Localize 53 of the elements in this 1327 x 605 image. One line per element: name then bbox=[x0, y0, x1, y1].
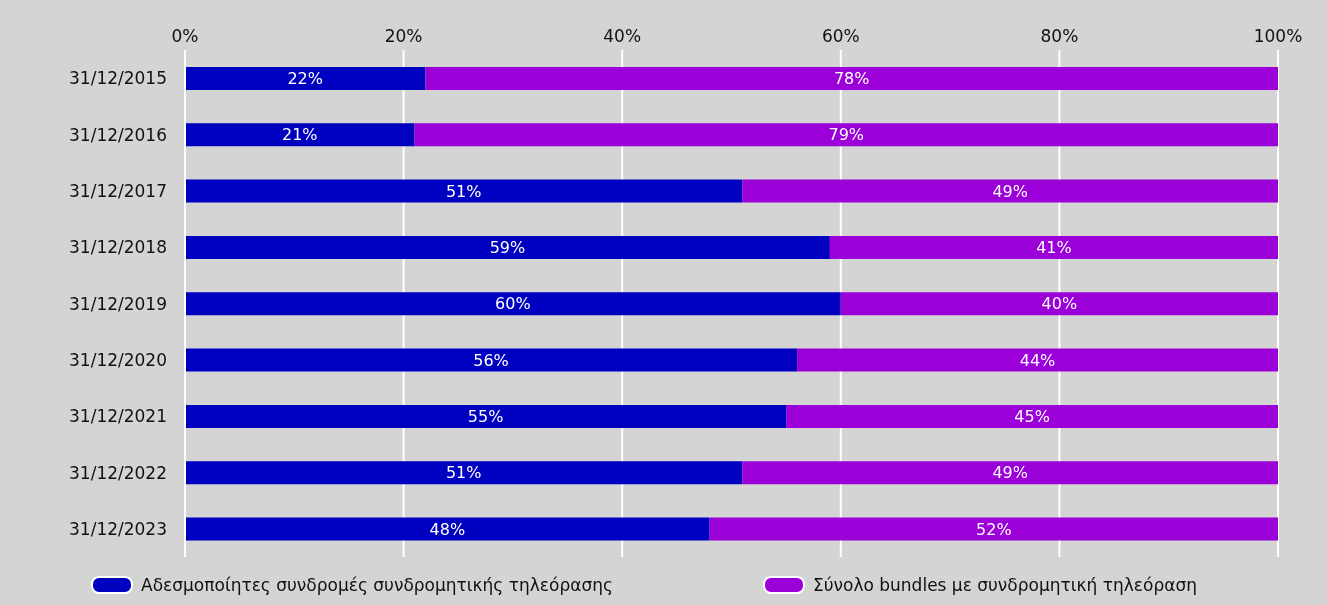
y-tick-label: 31/12/2016 bbox=[69, 124, 167, 145]
y-tick-label: 31/12/2021 bbox=[69, 406, 167, 427]
x-tick-label: 40% bbox=[603, 26, 642, 46]
y-tick-label: 31/12/2015 bbox=[69, 68, 167, 89]
bar bbox=[829, 235, 1278, 259]
bar bbox=[185, 179, 743, 203]
x-tick-label: 80% bbox=[1040, 26, 1079, 46]
x-tick-label: 100% bbox=[1253, 26, 1303, 46]
data-label: 59% bbox=[489, 238, 526, 258]
bar bbox=[185, 66, 426, 90]
x-tick-label: 60% bbox=[821, 26, 860, 46]
data-label: 49% bbox=[992, 181, 1028, 201]
bar bbox=[185, 235, 830, 259]
data-label: 21% bbox=[281, 125, 318, 145]
data-label: 52% bbox=[976, 519, 1012, 539]
bar bbox=[185, 292, 841, 316]
y-tick-label: 31/12/2022 bbox=[69, 462, 167, 483]
bar bbox=[185, 517, 710, 541]
legend-label: Σύνολο bundles με συνδρομητική τηλεόραση bbox=[812, 575, 1197, 595]
data-label: 48% bbox=[429, 519, 466, 539]
x-tick-label: 0% bbox=[171, 26, 199, 46]
data-label: 56% bbox=[473, 350, 509, 370]
bar bbox=[414, 123, 1278, 147]
y-tick-label: 31/12/2020 bbox=[69, 349, 167, 370]
y-tick-label: 31/12/2019 bbox=[69, 293, 167, 314]
data-label: 60% bbox=[495, 294, 531, 314]
bar bbox=[425, 66, 1278, 90]
bar bbox=[185, 461, 743, 485]
data-label: 51% bbox=[445, 463, 482, 483]
x-tick-label: 20% bbox=[384, 26, 423, 46]
data-label: 40% bbox=[1041, 294, 1078, 314]
data-label: 79% bbox=[828, 125, 865, 145]
data-label: 55% bbox=[467, 407, 504, 427]
bar bbox=[786, 404, 1278, 428]
bar bbox=[709, 517, 1278, 541]
bar bbox=[185, 123, 415, 147]
bar bbox=[185, 348, 798, 372]
data-label: 44% bbox=[1019, 350, 1056, 370]
data-label: 49% bbox=[992, 463, 1028, 483]
data-label: 41% bbox=[1036, 238, 1072, 258]
bar bbox=[840, 292, 1278, 316]
bar bbox=[797, 348, 1278, 372]
data-label: 51% bbox=[445, 181, 482, 201]
legend-label: Αδεσμοποίητες συνδρομές συνδρομητικής τηλεόρασης bbox=[141, 575, 613, 595]
bar bbox=[742, 461, 1278, 485]
bar bbox=[185, 404, 787, 428]
data-label: 22% bbox=[287, 69, 324, 89]
y-tick-label: 31/12/2017 bbox=[69, 180, 167, 201]
bar bbox=[742, 179, 1278, 203]
data-label: 45% bbox=[1014, 407, 1050, 427]
data-label: 78% bbox=[833, 69, 870, 89]
y-tick-label: 31/12/2018 bbox=[69, 237, 167, 258]
y-tick-label: 31/12/2023 bbox=[69, 518, 167, 539]
